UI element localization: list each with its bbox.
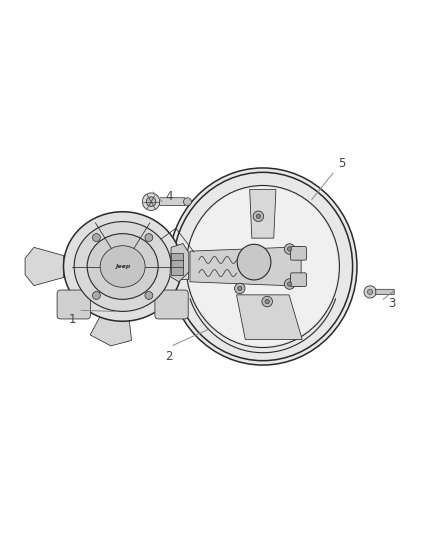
FancyBboxPatch shape bbox=[155, 290, 188, 319]
FancyBboxPatch shape bbox=[291, 273, 307, 286]
Polygon shape bbox=[250, 190, 276, 238]
Ellipse shape bbox=[188, 188, 337, 345]
Circle shape bbox=[145, 233, 153, 241]
Ellipse shape bbox=[169, 168, 357, 365]
Circle shape bbox=[284, 244, 295, 254]
Circle shape bbox=[92, 233, 100, 241]
Circle shape bbox=[265, 300, 269, 304]
Circle shape bbox=[92, 292, 100, 300]
Ellipse shape bbox=[87, 233, 158, 300]
Bar bbox=[171, 260, 183, 268]
Ellipse shape bbox=[100, 246, 145, 287]
Circle shape bbox=[145, 292, 153, 300]
Circle shape bbox=[287, 247, 292, 251]
Polygon shape bbox=[167, 253, 188, 280]
Circle shape bbox=[367, 289, 373, 295]
Polygon shape bbox=[25, 247, 64, 286]
Circle shape bbox=[284, 279, 295, 289]
Circle shape bbox=[237, 286, 242, 290]
Ellipse shape bbox=[188, 188, 337, 345]
Polygon shape bbox=[190, 247, 301, 286]
Circle shape bbox=[364, 286, 376, 298]
Ellipse shape bbox=[64, 212, 182, 321]
FancyBboxPatch shape bbox=[291, 247, 307, 260]
Bar bbox=[171, 267, 183, 275]
Text: 2: 2 bbox=[165, 350, 173, 363]
Bar bbox=[171, 253, 183, 261]
FancyBboxPatch shape bbox=[376, 289, 394, 295]
Circle shape bbox=[146, 197, 156, 206]
Circle shape bbox=[184, 198, 191, 206]
Text: Jeep: Jeep bbox=[115, 264, 131, 269]
Circle shape bbox=[142, 193, 160, 211]
Circle shape bbox=[235, 283, 245, 294]
Text: 5: 5 bbox=[338, 157, 345, 170]
Text: 3: 3 bbox=[389, 297, 396, 310]
Ellipse shape bbox=[74, 222, 171, 311]
FancyBboxPatch shape bbox=[57, 290, 90, 319]
Polygon shape bbox=[237, 295, 302, 340]
Text: 4: 4 bbox=[165, 190, 173, 203]
Circle shape bbox=[262, 296, 272, 307]
Polygon shape bbox=[170, 244, 189, 282]
Polygon shape bbox=[90, 313, 131, 346]
Text: 1: 1 bbox=[68, 312, 76, 326]
Circle shape bbox=[256, 214, 261, 219]
Circle shape bbox=[253, 211, 264, 222]
FancyBboxPatch shape bbox=[159, 198, 185, 206]
Ellipse shape bbox=[237, 244, 271, 280]
Circle shape bbox=[287, 282, 292, 286]
